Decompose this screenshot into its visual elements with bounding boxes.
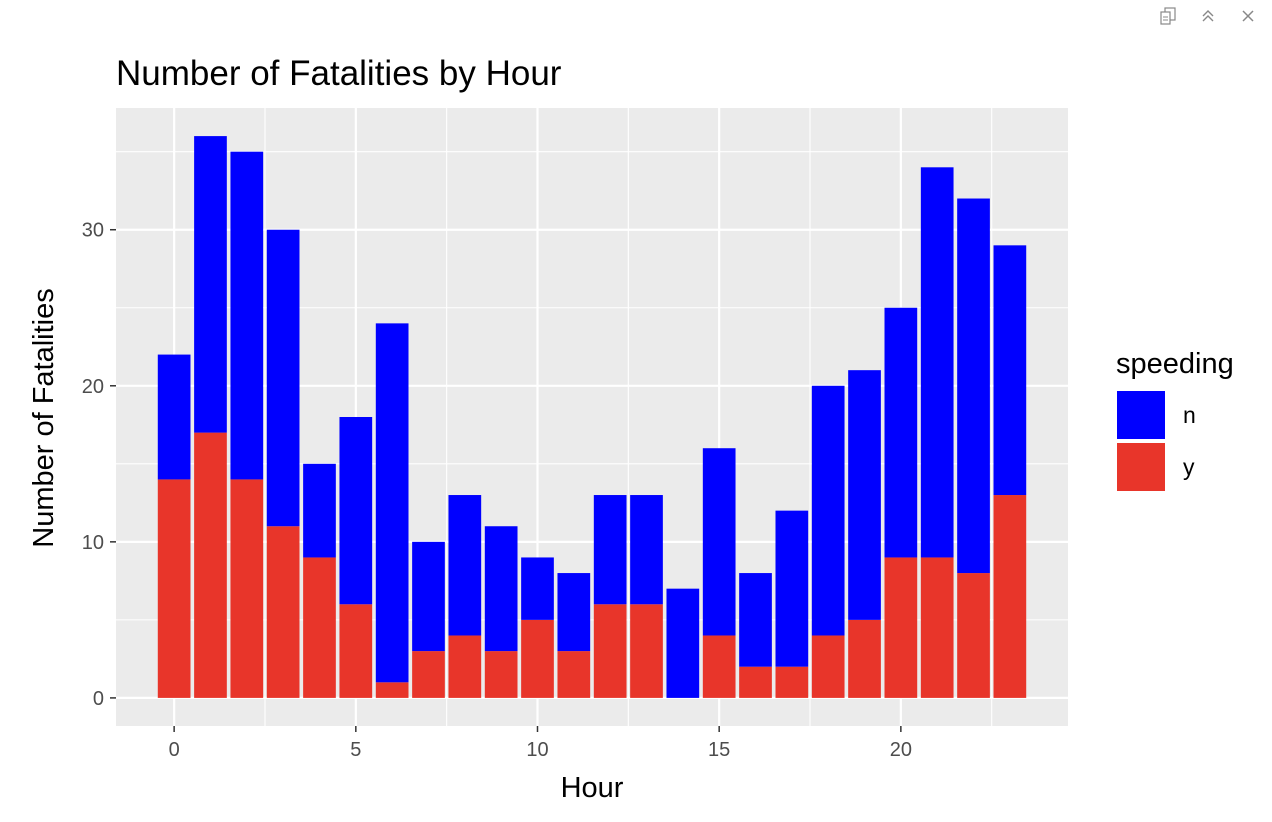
legend-label-n: n [1183, 402, 1196, 428]
bar-y-hour-9 [484, 651, 518, 698]
bar-y-hour-1 [194, 432, 227, 698]
bar-y-hour-6 [375, 682, 409, 698]
export-icon[interactable] [1158, 6, 1178, 26]
legend: speeding ny [1116, 348, 1234, 491]
legend-label-y: y [1183, 454, 1195, 480]
chart-title: Number of Fatalities by Hour [116, 54, 562, 93]
bar-n-hour-11 [557, 573, 591, 652]
bar-y-hour-13 [630, 604, 663, 698]
bar-n-hour-19 [848, 370, 881, 620]
y-tick-label: 20 [82, 376, 104, 398]
bar-y-hour-16 [739, 666, 772, 698]
bar-y-hour-21 [920, 557, 954, 698]
bar-y-hour-15 [702, 635, 736, 698]
bar-y-hour-19 [848, 619, 881, 698]
bar-n-hour-0 [157, 354, 191, 480]
bar-n-hour-9 [484, 526, 518, 652]
bar-n-hour-21 [920, 167, 954, 558]
bar-y-hour-0 [157, 479, 191, 698]
bar-y-hour-12 [593, 604, 627, 698]
legend-key-n [1117, 391, 1165, 439]
collapse-icon[interactable] [1198, 6, 1218, 26]
bar-n-hour-12 [593, 495, 627, 605]
bar-y-hour-20 [884, 557, 918, 698]
bar-n-hour-17 [775, 510, 809, 667]
bar-n-hour-7 [412, 541, 445, 652]
x-tick-label: 0 [169, 739, 180, 761]
bar-n-hour-1 [194, 136, 227, 433]
bar-n-hour-16 [739, 573, 772, 667]
bar-n-hour-23 [993, 245, 1027, 496]
bar-y-hour-22 [957, 573, 990, 698]
bar-n-hour-2 [230, 151, 264, 480]
bar-n-hour-6 [375, 323, 409, 683]
x-tick-label: 15 [708, 739, 730, 761]
bar-n-hour-10 [521, 557, 554, 620]
bar-n-hour-8 [448, 495, 482, 636]
bar-y-hour-2 [230, 479, 264, 698]
bar-n-hour-5 [339, 417, 373, 605]
bar-n-hour-22 [957, 198, 990, 574]
bar-y-hour-17 [775, 666, 809, 698]
bar-y-hour-7 [412, 651, 445, 698]
x-axis-title: Hour [561, 772, 624, 804]
x-tick-label: 5 [350, 739, 361, 761]
bar-n-hour-4 [303, 463, 336, 558]
y-tick-label: 10 [82, 532, 104, 554]
bar-n-hour-14 [666, 588, 700, 698]
bar-y-hour-11 [557, 651, 591, 698]
bar-y-hour-3 [266, 526, 300, 698]
bar-y-hour-8 [448, 635, 482, 698]
y-tick-label: 30 [82, 220, 104, 242]
x-tick-label: 20 [890, 739, 912, 761]
y-axis-title: Number of Fatalities [28, 288, 60, 548]
bar-y-hour-23 [993, 495, 1027, 698]
bar-n-hour-18 [811, 385, 845, 636]
bar-n-hour-3 [266, 229, 300, 527]
bar-y-hour-4 [303, 557, 336, 698]
bar-y-hour-5 [339, 604, 373, 698]
legend-key-y [1117, 443, 1165, 491]
bar-y-hour-10 [521, 619, 554, 698]
top-toolbar [1158, 6, 1258, 26]
bar-n-hour-15 [702, 448, 736, 636]
close-icon[interactable] [1238, 6, 1258, 26]
bar-n-hour-20 [884, 307, 918, 558]
bar-n-hour-13 [630, 495, 663, 605]
legend-title: speeding [1116, 348, 1234, 380]
y-tick-label: 0 [93, 688, 104, 710]
bar-y-hour-18 [811, 635, 845, 698]
plot-panel: 0 5 10 15 20 0 10 20 30 [82, 108, 1068, 761]
x-tick-label: 10 [526, 739, 548, 761]
